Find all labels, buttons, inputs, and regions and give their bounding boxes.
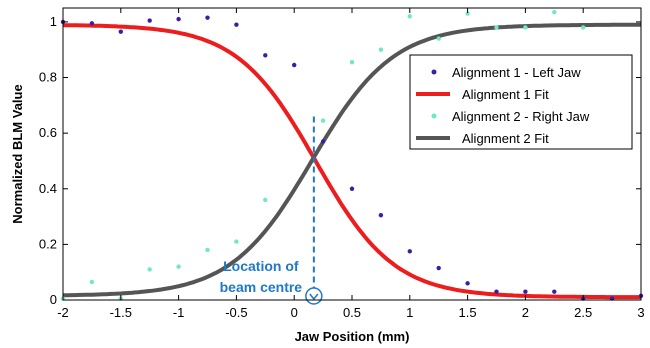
data-point-0 xyxy=(147,18,152,23)
x-tick-label: 3 xyxy=(637,305,644,320)
legend: Alignment 1 - Left Jaw Alignment 1 Fit Ali… xyxy=(409,54,633,150)
data-point-2 xyxy=(407,14,412,19)
x-axis-title: Jaw Position (mm) xyxy=(295,329,410,344)
data-point-2 xyxy=(436,36,441,41)
data-point-0 xyxy=(263,53,268,58)
x-tick-label: -0.5 xyxy=(225,305,247,320)
y-tick-label: 0.4 xyxy=(39,181,57,196)
data-point-0 xyxy=(176,16,181,22)
x-tick-label: 1.5 xyxy=(459,305,477,320)
x-tick-label: -2 xyxy=(57,305,69,320)
legend-label-0: Alignment 1 - Left Jaw xyxy=(452,65,581,80)
data-point-2 xyxy=(349,60,355,65)
y-tick-label: 1 xyxy=(50,14,57,29)
data-point-2 xyxy=(205,247,210,253)
fit-line-1 xyxy=(62,23,641,300)
x-tick-label: 2.5 xyxy=(574,305,592,320)
data-point-0 xyxy=(378,212,384,218)
data-point-2 xyxy=(378,47,384,52)
legend-box xyxy=(409,54,633,150)
annotation-line-1: Location of xyxy=(223,258,299,274)
scatter-points xyxy=(60,9,644,301)
y-axis-title: Normalized BLM Value xyxy=(10,84,25,223)
x-tick-label: 0.5 xyxy=(343,305,361,320)
data-point-2 xyxy=(465,11,470,16)
data-point-2 xyxy=(581,25,586,30)
y-tick-label: 0.6 xyxy=(39,125,57,140)
data-point-2 xyxy=(234,239,239,244)
data-point-0 xyxy=(320,139,326,144)
plot-area xyxy=(63,8,641,300)
legend-marker-2 xyxy=(431,113,437,119)
data-point-2 xyxy=(263,197,268,203)
data-point-2 xyxy=(89,279,95,285)
data-point-0 xyxy=(89,21,95,26)
data-point-0 xyxy=(407,249,412,254)
data-point-0 xyxy=(436,265,441,271)
y-tick-label: 0 xyxy=(50,292,57,307)
fit-line-3 xyxy=(62,22,641,298)
data-point-2 xyxy=(176,264,181,269)
x-tick-label: 0 xyxy=(291,305,298,320)
data-point-0 xyxy=(292,62,297,68)
y-tick-label: 0.8 xyxy=(39,70,57,85)
data-point-0 xyxy=(552,289,557,294)
data-point-0 xyxy=(494,289,499,294)
beam-centre-annotation: Location of beam centre xyxy=(220,116,323,305)
data-point-0 xyxy=(523,289,528,294)
legend-label-1: Alignment 1 Fit xyxy=(462,87,549,102)
legend-marker-0 xyxy=(431,69,437,75)
x-tick-label: -1.5 xyxy=(110,305,132,320)
data-point-2 xyxy=(494,25,499,30)
data-point-0 xyxy=(118,29,124,34)
y-tick-label: 0.2 xyxy=(39,236,57,251)
legend-label-2: Alignment 2 - Right Jaw xyxy=(452,109,590,124)
data-point-0 xyxy=(234,22,239,27)
beam-centre-arrow-icon xyxy=(309,293,319,301)
legend-label-3: Alignment 2 Fit xyxy=(462,131,549,146)
data-point-0 xyxy=(205,15,210,20)
data-point-0 xyxy=(465,281,470,286)
axis-ticks: -2 -1.5 -1 -0.5 0 0.5 1 1.5 2 2.5 3 0 0.2 0.4 0.6 0.8 1 xyxy=(39,8,645,320)
data-point-2 xyxy=(147,267,152,272)
fit-lines xyxy=(62,22,641,300)
annotation-line-2: beam centre xyxy=(220,279,303,295)
x-tick-label: 1 xyxy=(406,305,413,320)
x-tick-label: -1 xyxy=(173,305,185,320)
data-point-2 xyxy=(523,25,528,30)
data-point-0 xyxy=(349,186,355,191)
data-point-2 xyxy=(320,118,326,123)
beam-centre-marker xyxy=(305,287,323,305)
x-tick-label: 2 xyxy=(522,305,529,320)
data-point-2 xyxy=(552,9,557,15)
